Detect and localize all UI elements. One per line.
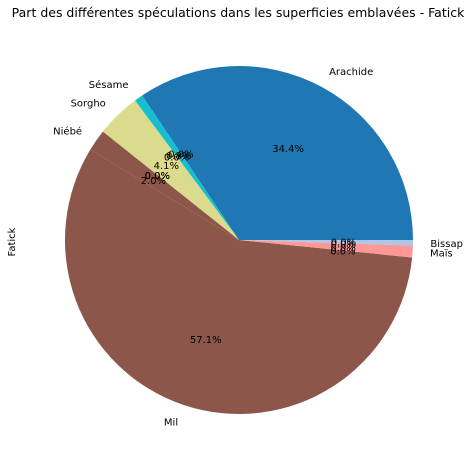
slice-percentage-label: 0.0%: [145, 171, 170, 182]
pie-slice: [239, 240, 413, 246]
slice-category-label: Maïs: [430, 249, 453, 260]
slice-category-label: Sorgho: [71, 99, 106, 110]
slice-percentage-label: 0.0%: [330, 243, 355, 254]
slice-category-label: Mil: [164, 418, 178, 429]
pie-slice: [239, 240, 413, 258]
pie-slice: [142, 66, 413, 240]
slice-percentage-label: 34.4%: [272, 144, 304, 155]
slice-category-label: Niébé: [53, 125, 82, 137]
chart-title: Part des différentes spéculations dans l…: [12, 5, 465, 20]
slice-category-label: Sésame: [89, 79, 129, 91]
pie-slice: [90, 131, 239, 240]
slice-percentage-label: 57.1%: [190, 335, 222, 346]
slice-percentage-label: 0.0%: [330, 247, 355, 258]
slice-category-label: Arachide: [329, 67, 373, 78]
pie-slice: [134, 95, 239, 240]
slice-percentage-label: 0.0%: [331, 238, 356, 249]
pie-slice: [102, 100, 239, 240]
slice-percentage-label: 0.0%: [145, 171, 170, 182]
slice-percentage-label: 0.0%: [168, 149, 193, 160]
slice-percentage-label: 0.0%: [164, 152, 189, 163]
slice-percentage-label: 4.1%: [154, 161, 179, 172]
pie-slices: [64, 66, 413, 415]
slice-percentage-label: 0.0%: [331, 239, 356, 250]
slice-category-label: Bissap: [430, 239, 463, 250]
slice-percentage-label: 2.0%: [141, 176, 166, 187]
percentage-labels: 34.4%0.0%0.8%0.0%4.1%0.0%0.0%2.0%57.1%0.…: [141, 144, 356, 346]
y-axis-label: Fatick: [7, 227, 18, 256]
pie-slice: [64, 149, 413, 415]
slice-percentage-label: 0.8%: [166, 151, 191, 162]
